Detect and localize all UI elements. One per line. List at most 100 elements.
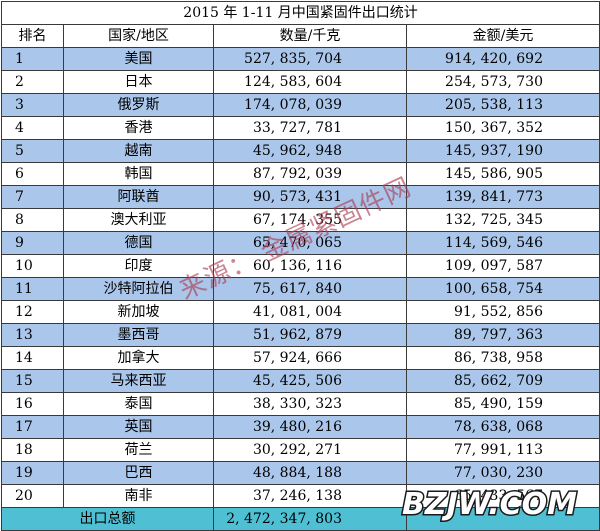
country-cell: 越南: [63, 139, 214, 163]
country-cell: 澳大利亚: [63, 208, 214, 232]
country-cell: 美国: [63, 47, 214, 71]
quantity-cell: 57, 924, 666: [213, 346, 407, 370]
rank-cell: 8: [1, 208, 64, 232]
country-cell: 香港: [63, 116, 214, 140]
amount-cell: 65, 433, 567: [406, 484, 600, 508]
quantity-cell: 90, 573, 431: [213, 185, 407, 209]
rank-cell: 18: [1, 438, 64, 462]
amount-cell: 77, 991, 113: [406, 438, 600, 462]
quantity-cell: 174, 078, 039: [213, 93, 407, 117]
amount-cell: 77, 030, 230: [406, 461, 600, 485]
header-rank: 排名: [1, 24, 64, 48]
rank-cell: 10: [1, 254, 64, 278]
table-row: 8 澳大利亚 67, 174, 355 132, 725, 345: [1, 208, 600, 232]
quantity-cell: 527, 835, 704: [213, 47, 407, 71]
rank-cell: 12: [1, 300, 64, 324]
amount-cell: 109, 097, 587: [406, 254, 600, 278]
amount-cell: 89, 797, 363: [406, 323, 600, 347]
amount-cell: 205, 538, 113: [406, 93, 600, 117]
amount-cell: 132, 725, 345: [406, 208, 600, 232]
country-cell: 泰国: [63, 392, 214, 416]
amount-cell: 114, 569, 546: [406, 231, 600, 255]
quantity-cell: 124, 583, 604: [213, 70, 407, 94]
amount-cell: 914, 420, 692: [406, 47, 600, 71]
amount-cell: 86, 738, 958: [406, 346, 600, 370]
table-row: 11 沙特阿拉伯 75, 617, 840 100, 658, 754: [1, 277, 600, 301]
rank-cell: 16: [1, 392, 64, 416]
country-cell: 马来西亚: [63, 369, 214, 393]
rank-cell: 7: [1, 185, 64, 209]
quantity-cell: 30, 292, 271: [213, 438, 407, 462]
amount-cell: 254, 573, 730: [406, 70, 600, 94]
country-cell: 印度: [63, 254, 214, 278]
total-label: 出口总额: [1, 507, 214, 531]
table-row: 3 俄罗斯 174, 078, 039 205, 538, 113: [1, 93, 600, 117]
header-quantity: 数量/千克: [213, 24, 407, 48]
rank-cell: 9: [1, 231, 64, 255]
amount-cell: 100, 658, 754: [406, 277, 600, 301]
country-cell: 阿联酋: [63, 185, 214, 209]
table-row: 12 新加坡 41, 081, 004 91, 552, 856: [1, 300, 600, 324]
quantity-cell: 38, 330, 323: [213, 392, 407, 416]
amount-cell: 145, 586, 905: [406, 162, 600, 186]
header-country: 国家/地区: [63, 24, 214, 48]
country-cell: 俄罗斯: [63, 93, 214, 117]
quantity-cell: 60, 136, 116: [213, 254, 407, 278]
country-cell: 德国: [63, 231, 214, 255]
rank-cell: 17: [1, 415, 64, 439]
rank-cell: 3: [1, 93, 64, 117]
table-row: 18 荷兰 30, 292, 271 77, 991, 113: [1, 438, 600, 462]
rank-cell: 4: [1, 116, 64, 140]
table-row: 2 日本 124, 583, 604 254, 573, 730: [1, 70, 600, 94]
table-row: 19 巴西 48, 884, 188 77, 030, 230: [1, 461, 600, 485]
country-cell: 新加坡: [63, 300, 214, 324]
table-row: 10 印度 60, 136, 116 109, 097, 587: [1, 254, 600, 278]
title-row: 2015 年 1-11 月中国紧固件出口统计: [1, 1, 600, 25]
country-cell: 南非: [63, 484, 214, 508]
quantity-cell: 39, 480, 216: [213, 415, 407, 439]
country-cell: 日本: [63, 70, 214, 94]
quantity-cell: 48, 884, 188: [213, 461, 407, 485]
table-row: 15 马来西亚 45, 425, 506 85, 662, 709: [1, 369, 600, 393]
country-cell: 英国: [63, 415, 214, 439]
quantity-cell: 33, 727, 781: [213, 116, 407, 140]
table-row: 5 越南 45, 962, 948 145, 937, 190: [1, 139, 600, 163]
country-cell: 韩国: [63, 162, 214, 186]
amount-cell: 150, 367, 352: [406, 116, 600, 140]
rank-cell: 14: [1, 346, 64, 370]
amount-cell: 139, 841, 773: [406, 185, 600, 209]
quantity-cell: 75, 617, 840: [213, 277, 407, 301]
rank-cell: 11: [1, 277, 64, 301]
rank-cell: 1: [1, 47, 64, 71]
country-cell: 墨西哥: [63, 323, 214, 347]
amount-cell: 145, 937, 190: [406, 139, 600, 163]
total-row: 出口总额 2, 472, 347, 803: [1, 507, 600, 531]
quantity-cell: 87, 792, 039: [213, 162, 407, 186]
country-cell: 加拿大: [63, 346, 214, 370]
table-title: 2015 年 1-11 月中国紧固件出口统计: [1, 1, 600, 25]
table-row: 9 德国 65, 470, 065 114, 569, 546: [1, 231, 600, 255]
table-row: 13 墨西哥 51, 962, 879 89, 797, 363: [1, 323, 600, 347]
quantity-cell: 65, 470, 065: [213, 231, 407, 255]
rank-cell: 20: [1, 484, 64, 508]
rank-cell: 5: [1, 139, 64, 163]
country-cell: 沙特阿拉伯: [63, 277, 214, 301]
quantity-cell: 41, 081, 004: [213, 300, 407, 324]
table-row: 14 加拿大 57, 924, 666 86, 738, 958: [1, 346, 600, 370]
table-row: 7 阿联酋 90, 573, 431 139, 841, 773: [1, 185, 600, 209]
amount-cell: 91, 552, 856: [406, 300, 600, 324]
table-row: 16 泰国 38, 330, 323 85, 490, 159: [1, 392, 600, 416]
quantity-cell: 51, 962, 879: [213, 323, 407, 347]
table-row: 17 英国 39, 480, 216 78, 638, 068: [1, 415, 600, 439]
table-row: 20 南非 37, 246, 138 65, 433, 567: [1, 484, 600, 508]
rank-cell: 13: [1, 323, 64, 347]
quantity-cell: 45, 425, 506: [213, 369, 407, 393]
country-cell: 荷兰: [63, 438, 214, 462]
amount-cell: 78, 638, 068: [406, 415, 600, 439]
table-row: 1 美国 527, 835, 704 914, 420, 692: [1, 47, 600, 71]
quantity-cell: 67, 174, 355: [213, 208, 407, 232]
rank-cell: 2: [1, 70, 64, 94]
amount-cell: 85, 662, 709: [406, 369, 600, 393]
